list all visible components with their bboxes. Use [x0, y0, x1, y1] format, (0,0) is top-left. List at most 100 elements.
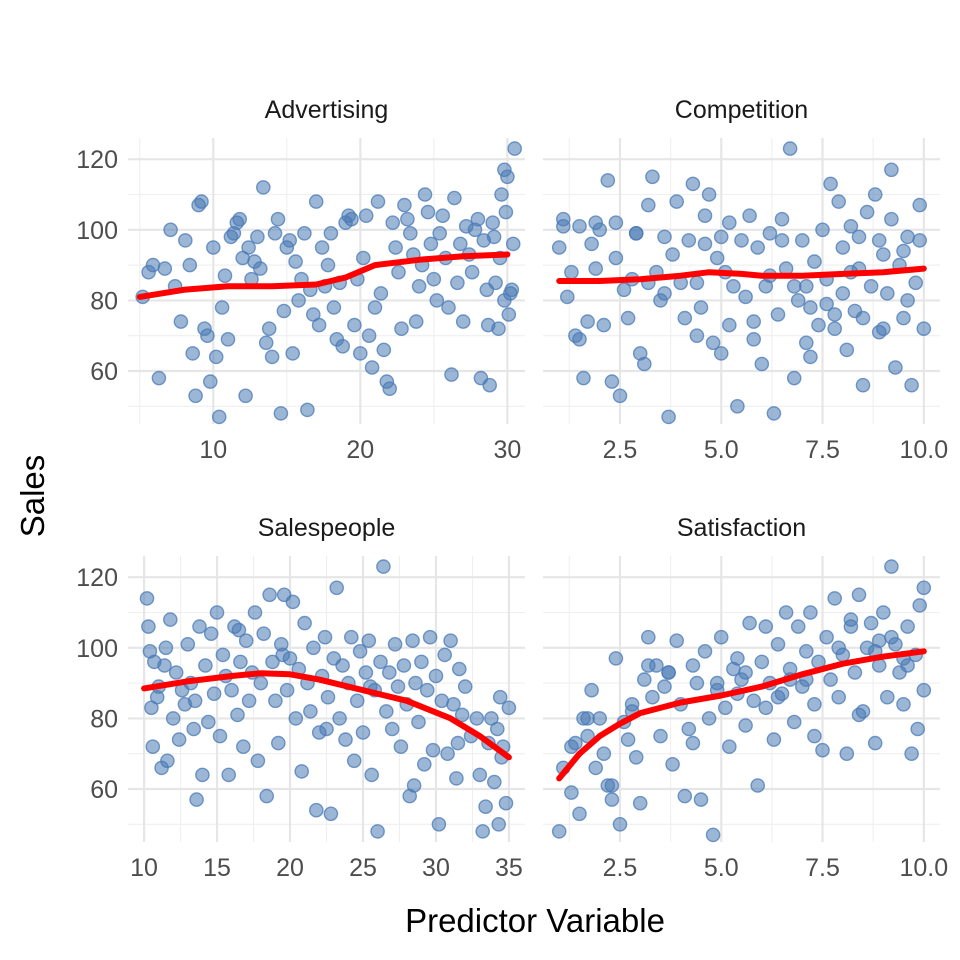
data-point — [268, 693, 283, 709]
data-point — [742, 615, 757, 631]
data-point — [738, 665, 753, 680]
data-point — [358, 665, 374, 680]
data-point — [697, 236, 713, 252]
data-point — [182, 257, 198, 273]
data-point — [572, 806, 587, 822]
x-tick-label: 2.5 — [603, 436, 638, 464]
data-point — [689, 275, 705, 291]
x-tick-label: 5.0 — [704, 854, 739, 882]
data-point — [189, 792, 204, 807]
data-point — [320, 689, 336, 705]
data-point — [701, 187, 717, 202]
data-point — [491, 817, 507, 832]
data-point — [423, 236, 439, 252]
data-point — [158, 640, 174, 656]
data-point — [177, 233, 193, 248]
data-point — [291, 293, 306, 308]
data-point — [192, 619, 207, 634]
data-point — [425, 742, 441, 758]
data-point — [250, 753, 266, 769]
data-point — [665, 247, 680, 262]
data-point — [314, 240, 330, 255]
data-point — [347, 317, 362, 333]
data-point — [734, 233, 749, 248]
data-point — [370, 824, 385, 839]
x-tick-label: 30 — [422, 854, 450, 882]
data-point — [912, 197, 928, 213]
data-point — [896, 243, 911, 259]
x-tick-label: 20 — [276, 854, 304, 882]
data-point — [500, 169, 515, 185]
data-point — [489, 721, 505, 737]
data-point — [839, 746, 855, 762]
data-point — [795, 233, 810, 248]
data-point — [827, 591, 843, 606]
data-point — [319, 721, 334, 737]
data-point — [811, 317, 826, 333]
data-point — [896, 310, 911, 326]
data-point — [455, 314, 471, 329]
data-point — [185, 346, 200, 361]
data-point — [217, 268, 233, 284]
data-point — [669, 633, 685, 649]
data-point — [282, 233, 298, 248]
data-point — [738, 718, 753, 733]
panel-advertising: Advertising 10 20 30 60 80 100 120 — [76, 96, 525, 464]
data-point — [214, 300, 230, 315]
data-point — [475, 824, 491, 839]
data-point — [657, 229, 672, 245]
data-point — [592, 222, 608, 238]
y-axis-title: Sales — [14, 455, 51, 538]
data-point — [564, 739, 579, 755]
data-point — [451, 661, 467, 677]
data-point — [294, 764, 310, 779]
panel-layer: Advertising 10 20 30 60 80 100 120 Competition 2.… — [76, 96, 948, 882]
data-point — [388, 240, 403, 255]
data-point — [576, 370, 591, 386]
data-point — [637, 672, 652, 687]
data-point — [572, 218, 587, 234]
data-point — [492, 689, 508, 705]
data-point — [572, 331, 587, 347]
data-point — [250, 229, 265, 245]
data-point — [464, 264, 480, 280]
data-point — [308, 194, 324, 209]
data-point — [332, 711, 347, 726]
panel-title: Competition — [675, 96, 808, 124]
data-point — [364, 767, 380, 783]
data-point — [863, 615, 879, 631]
data-point — [198, 658, 213, 673]
data-point — [645, 689, 660, 705]
data-point — [482, 377, 498, 393]
data-point — [411, 714, 426, 730]
data-point — [730, 398, 745, 414]
data-point — [419, 682, 435, 698]
data-point — [270, 735, 286, 751]
data-point — [488, 275, 503, 291]
data-point — [163, 222, 178, 238]
data-point — [441, 300, 456, 315]
data-point — [478, 799, 493, 815]
data-point — [391, 264, 406, 280]
data-point — [799, 335, 814, 351]
smooth-line — [556, 648, 927, 782]
data-point — [432, 225, 448, 241]
data-point — [823, 176, 838, 192]
data-point — [168, 665, 184, 680]
data-point — [429, 293, 445, 308]
data-point — [677, 788, 693, 804]
data-point — [187, 693, 203, 709]
x-tick-label: 35 — [495, 854, 523, 882]
data-point — [261, 321, 277, 337]
data-point — [355, 725, 371, 740]
data-point — [247, 605, 263, 620]
y-tick-label: 60 — [90, 358, 118, 386]
data-point — [750, 778, 766, 793]
data-point — [774, 233, 790, 248]
data-point — [364, 360, 380, 375]
data-point — [209, 605, 225, 620]
data-point — [200, 714, 216, 730]
data-point — [428, 668, 444, 684]
data-point — [681, 233, 697, 248]
data-point — [378, 704, 394, 719]
